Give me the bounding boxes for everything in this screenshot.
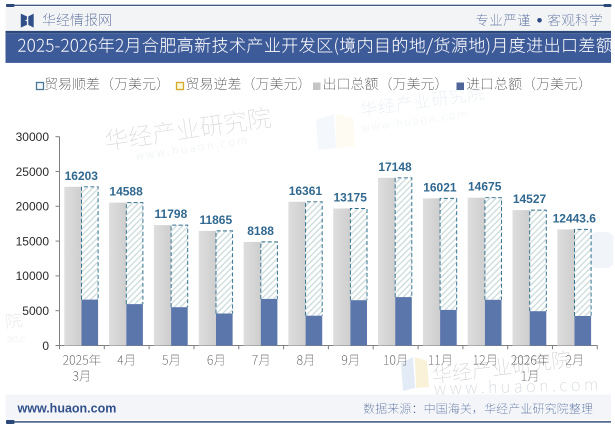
svg-text:20000: 20000 (16, 200, 50, 214)
svg-text:8188: 8188 (247, 224, 274, 238)
svg-text:14588: 14588 (109, 185, 143, 199)
svg-text:16021: 16021 (423, 180, 457, 194)
svg-text:0: 0 (42, 339, 49, 353)
svg-text:11798: 11798 (155, 207, 188, 221)
svg-text:16361: 16361 (289, 184, 323, 198)
svg-text:14527: 14527 (513, 192, 547, 206)
svg-text:17148: 17148 (378, 160, 412, 174)
svg-text:www.huaon.com: www.huaon.com (17, 402, 117, 416)
svg-text:14675: 14675 (468, 180, 502, 194)
svg-text:30000: 30000 (16, 130, 50, 144)
svg-text:16203: 16203 (65, 169, 99, 183)
svg-text:12443.6: 12443.6 (553, 211, 597, 225)
svg-text:10000: 10000 (16, 269, 50, 283)
svg-text:11865: 11865 (199, 213, 232, 227)
svg-text:5000: 5000 (22, 304, 49, 318)
svg-text:25000: 25000 (16, 165, 50, 179)
svg-text:15000: 15000 (16, 234, 50, 248)
svg-text:13175: 13175 (334, 191, 368, 205)
